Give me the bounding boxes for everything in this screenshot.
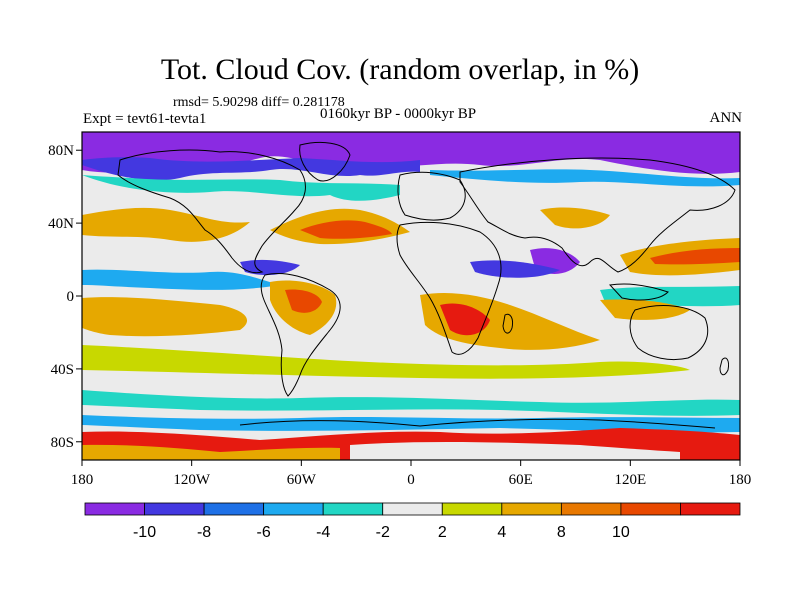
colorbar-label: 2	[438, 524, 447, 541]
colorbar-box	[560, 502, 622, 516]
field-africa-red	[440, 303, 490, 336]
lon-tick-label: 180	[71, 472, 94, 488]
lat-tick-label: 40N	[48, 216, 74, 232]
experiment-label: Expt = tevt61-tevta1	[83, 111, 207, 127]
lat-tick-label: 0	[67, 289, 75, 305]
field-s-indian-orange	[600, 299, 690, 320]
colorbar-label: 8	[557, 524, 566, 541]
longitude-axis: 180 120W 60W 0 60E 120E 180	[71, 460, 752, 488]
colorbar-box	[263, 502, 324, 516]
coastline-indonesia	[608, 283, 669, 301]
period-label: 0160kyr BP - 0000kyr BP	[320, 106, 477, 122]
coastline-north-america	[117, 149, 306, 274]
colorbar-label: -4	[316, 524, 330, 541]
lat-tick-label: 80S	[51, 435, 74, 451]
lon-tick-label: 120E	[614, 472, 646, 488]
coastline-australia	[629, 305, 709, 361]
field-nh-pacific-orange	[82, 207, 250, 242]
colorbar-box	[322, 502, 384, 516]
colorbar-label: -8	[197, 524, 211, 541]
cloud-cover-field	[82, 132, 740, 460]
field-antarctic-orange	[82, 444, 340, 460]
coastline-antarctica	[239, 418, 716, 429]
field-s-atlantic-yellow	[82, 345, 690, 379]
field-antarctic-interior	[350, 441, 680, 460]
colorbar-label: -2	[376, 524, 390, 541]
colorbar-label: -6	[257, 524, 271, 541]
coastline-south-america	[260, 272, 341, 397]
field-sp-pacific-orange	[82, 297, 248, 337]
latitude-axis: 80N 40N 0 40S 80S	[48, 143, 82, 451]
field-south-america-red	[285, 289, 322, 313]
colorbar-box	[680, 502, 741, 516]
colorbar-box	[620, 502, 681, 516]
field-arctic-blue	[82, 157, 420, 181]
colorbar-box	[441, 502, 503, 516]
lon-tick-label: 60E	[509, 472, 533, 488]
coastline-madagascar	[502, 313, 513, 334]
coastline-europe	[397, 171, 466, 221]
field-siberia-cyan	[430, 169, 740, 187]
coastlines	[117, 142, 736, 429]
colorbar-box	[501, 502, 562, 516]
colorbar-box	[144, 502, 205, 516]
field-southern-ocean-cyan	[82, 390, 740, 416]
colorbar-box	[382, 502, 443, 516]
field-equator-east-blue	[470, 260, 560, 278]
field-asia-pacific-red	[650, 248, 740, 265]
lat-tick-label: 80N	[48, 143, 74, 159]
colorbar-label: 10	[612, 524, 630, 541]
colorbar-box	[84, 502, 145, 516]
lon-tick-label: 180	[729, 472, 752, 488]
colorbar-box	[203, 502, 265, 516]
chart-title: Tot. Cloud Cov. (random overlap, in %)	[160, 53, 640, 86]
field-china-orange	[540, 207, 610, 229]
coastline-greenland	[299, 142, 351, 182]
lat-tick-label: 40S	[51, 362, 74, 378]
stats-text: rmsd= 5.90298 diff= 0.281178	[173, 95, 345, 110]
field-pacific-equator-cyan	[82, 269, 280, 290]
colorbar-label: 4	[497, 524, 506, 541]
coastline-asia	[459, 157, 736, 273]
season-label: ANN	[709, 110, 743, 126]
colorbar: -10 -8 -6 -4 -2 2 4 8 10	[84, 502, 741, 541]
lon-tick-label: 120W	[173, 472, 211, 488]
field-north-atlantic-cyan	[82, 175, 400, 201]
lon-tick-label: 0	[407, 472, 415, 488]
lon-tick-label: 60W	[287, 472, 317, 488]
coastline-africa	[396, 221, 502, 355]
field-nh-atlantic-red	[300, 220, 392, 239]
colorbar-label: -10	[133, 524, 156, 541]
field-arctic-purple	[82, 132, 740, 174]
coastline-new-zealand	[719, 357, 729, 376]
